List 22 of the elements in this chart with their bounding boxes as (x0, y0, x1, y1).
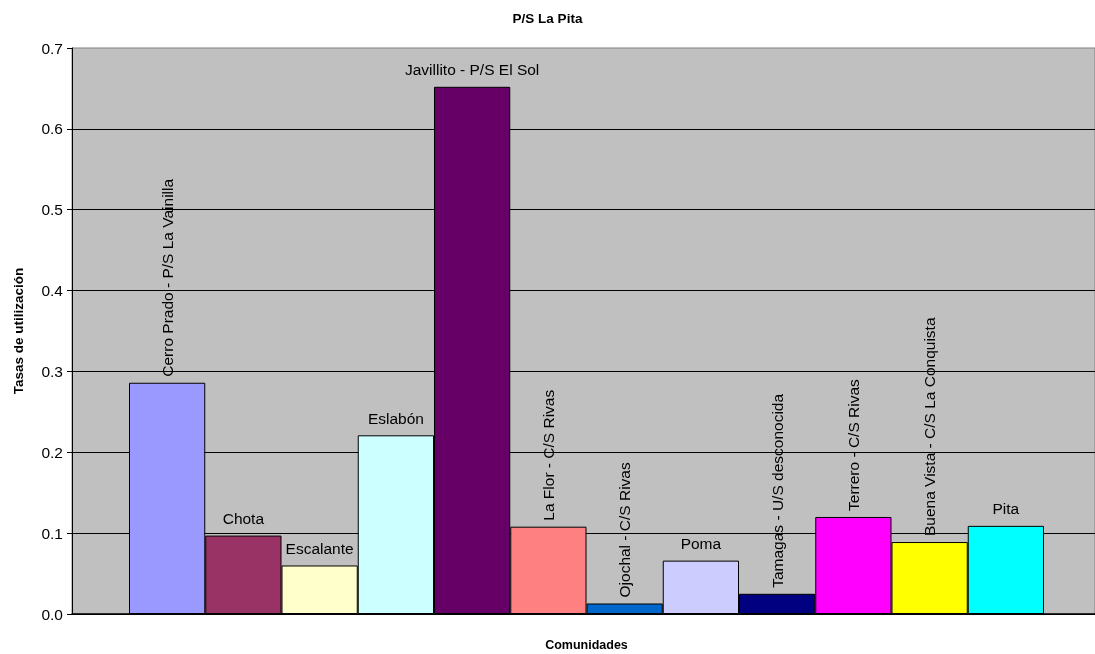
x-tick-label: Javillito - P/S El Sol (404, 61, 540, 79)
y-tick-label: 0.2 (41, 443, 63, 461)
y-tick-label: 0.6 (41, 120, 63, 138)
x-tick-label: Pita (992, 500, 1020, 518)
y-tick-label: 0.0 (41, 605, 64, 623)
y-tick-label: 0.5 (41, 201, 63, 219)
x-axis-title: Comunidades (545, 637, 628, 652)
y-axis-title: Tasas de utilización (10, 267, 26, 395)
y-tick-label: 0.4 (41, 282, 64, 300)
x-tick-label: Poma (680, 535, 722, 553)
x-tick-label: Cerro Prado - P/S La Vainilla (158, 178, 176, 377)
chart-title: P/S La Pita (512, 10, 583, 26)
x-tick-label: Terrero - C/S Rivas (844, 378, 862, 511)
x-tick-label: Chota (222, 510, 265, 528)
y-tick-label: 0.1 (41, 524, 63, 542)
x-tick-label: Ojochal - C/S Rivas (616, 462, 634, 598)
x-tick-label: La Flor - C/S Rivas (539, 389, 557, 521)
x-tick-label: Escalante (285, 539, 354, 557)
x-tick-label: Eslabón (367, 409, 424, 427)
x-tick-label: Tamagas - U/S desconocida (768, 393, 786, 588)
y-tick-label: 0.3 (41, 362, 63, 380)
y-tick-label: 0.7 (41, 39, 63, 57)
